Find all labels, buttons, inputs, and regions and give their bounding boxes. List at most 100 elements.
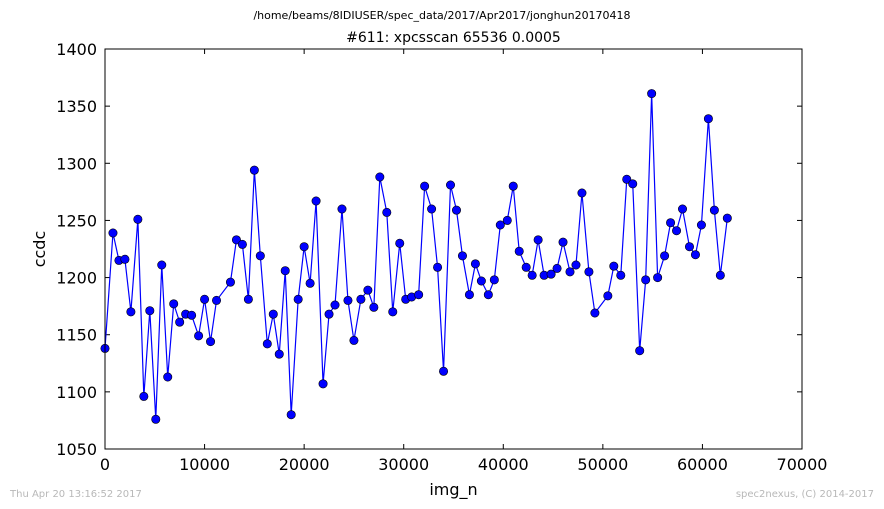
data-point xyxy=(395,238,405,248)
data-point xyxy=(414,290,424,300)
data-point xyxy=(622,174,632,184)
y-tick-label: 1150 xyxy=(56,326,97,345)
data-point xyxy=(286,410,296,420)
data-point xyxy=(558,237,568,247)
data-point xyxy=(660,251,670,261)
data-point xyxy=(330,300,340,310)
plot-frame xyxy=(104,48,803,450)
data-point xyxy=(163,372,173,382)
file-path-title: /home/beams/8IDIUSER/spec_data/2017/Apr2… xyxy=(253,9,631,22)
data-point xyxy=(684,242,694,252)
data-point xyxy=(237,239,247,249)
data-point xyxy=(169,299,179,309)
data-point xyxy=(324,309,334,319)
data-point xyxy=(382,207,392,217)
data-point xyxy=(653,273,663,283)
data-point xyxy=(225,277,235,287)
data-point xyxy=(502,215,512,225)
y-tick-label: 1300 xyxy=(56,154,97,173)
x-axis-label: img_n xyxy=(429,480,477,500)
data-point xyxy=(280,266,290,276)
data-point xyxy=(369,302,379,312)
data-point xyxy=(709,205,719,215)
data-point xyxy=(672,226,682,236)
data-point xyxy=(305,278,315,288)
data-point xyxy=(546,269,556,279)
data-point xyxy=(439,366,449,376)
data-point xyxy=(126,307,136,317)
data-point xyxy=(420,181,430,191)
data-point xyxy=(616,270,626,280)
data-point xyxy=(527,270,537,280)
data-point xyxy=(194,331,204,341)
y-axis-label: ccdc xyxy=(30,231,49,268)
x-tick-label: 40000 xyxy=(478,455,529,474)
data-point xyxy=(157,260,167,270)
data-point xyxy=(318,379,328,389)
data-point xyxy=(249,165,259,175)
data-point xyxy=(533,235,543,245)
series-ccdc xyxy=(100,89,732,424)
data-point xyxy=(514,246,524,256)
data-point xyxy=(603,291,613,301)
y-tick-label: 1400 xyxy=(56,40,97,59)
data-point xyxy=(666,218,676,228)
data-point xyxy=(274,349,284,359)
data-point xyxy=(464,290,474,300)
x-tick-label: 20000 xyxy=(279,455,330,474)
footer-timestamp: Thu Apr 20 13:16:52 2017 xyxy=(10,489,142,500)
data-point xyxy=(446,180,456,190)
data-point xyxy=(678,204,688,214)
data-point xyxy=(231,235,241,245)
x-tick-label: 60000 xyxy=(677,455,728,474)
data-point xyxy=(293,294,303,304)
data-point xyxy=(451,205,461,215)
data-point xyxy=(337,204,347,214)
data-point xyxy=(343,295,353,305)
data-point xyxy=(108,228,118,238)
x-tick-label: 10000 xyxy=(179,455,230,474)
data-point xyxy=(145,306,155,316)
data-point xyxy=(349,335,359,345)
data-point xyxy=(470,259,480,269)
y-tick-label: 1200 xyxy=(56,269,97,288)
chart-title: #611: xpcsscan 65536 0.0005 xyxy=(346,30,561,46)
data-point xyxy=(483,290,493,300)
data-point xyxy=(489,275,499,285)
data-point xyxy=(703,114,713,124)
data-point xyxy=(476,276,486,286)
data-point xyxy=(715,270,725,280)
data-point xyxy=(133,214,143,224)
data-point xyxy=(139,391,149,401)
data-point xyxy=(690,250,700,260)
data-point xyxy=(255,251,265,261)
data-point xyxy=(495,220,505,230)
y-tick-label: 1050 xyxy=(56,440,97,459)
data-point xyxy=(521,262,531,272)
data-point xyxy=(243,294,253,304)
data-point xyxy=(571,260,581,270)
data-point xyxy=(508,181,518,191)
x-tick-label: 0 xyxy=(100,455,110,474)
y-tick-label: 1350 xyxy=(56,97,97,116)
data-point xyxy=(262,339,272,349)
data-point xyxy=(635,346,645,356)
data-point xyxy=(641,275,651,285)
data-point xyxy=(609,261,619,271)
data-point xyxy=(363,285,373,295)
data-point xyxy=(388,307,398,317)
data-point xyxy=(427,204,437,214)
data-point xyxy=(565,267,575,277)
footer-credit: spec2nexus, (C) 2014-2017 xyxy=(735,489,874,500)
data-point xyxy=(584,267,594,277)
data-point xyxy=(268,309,278,319)
axis-labels: 0 10000 20000 30000 40000 50000 60000 70000 1050… xyxy=(30,40,827,500)
data-point xyxy=(375,172,385,182)
data-point xyxy=(356,294,366,304)
data-point xyxy=(696,220,706,230)
data-point xyxy=(200,294,210,304)
data-point xyxy=(151,414,161,424)
data-point xyxy=(577,188,587,198)
